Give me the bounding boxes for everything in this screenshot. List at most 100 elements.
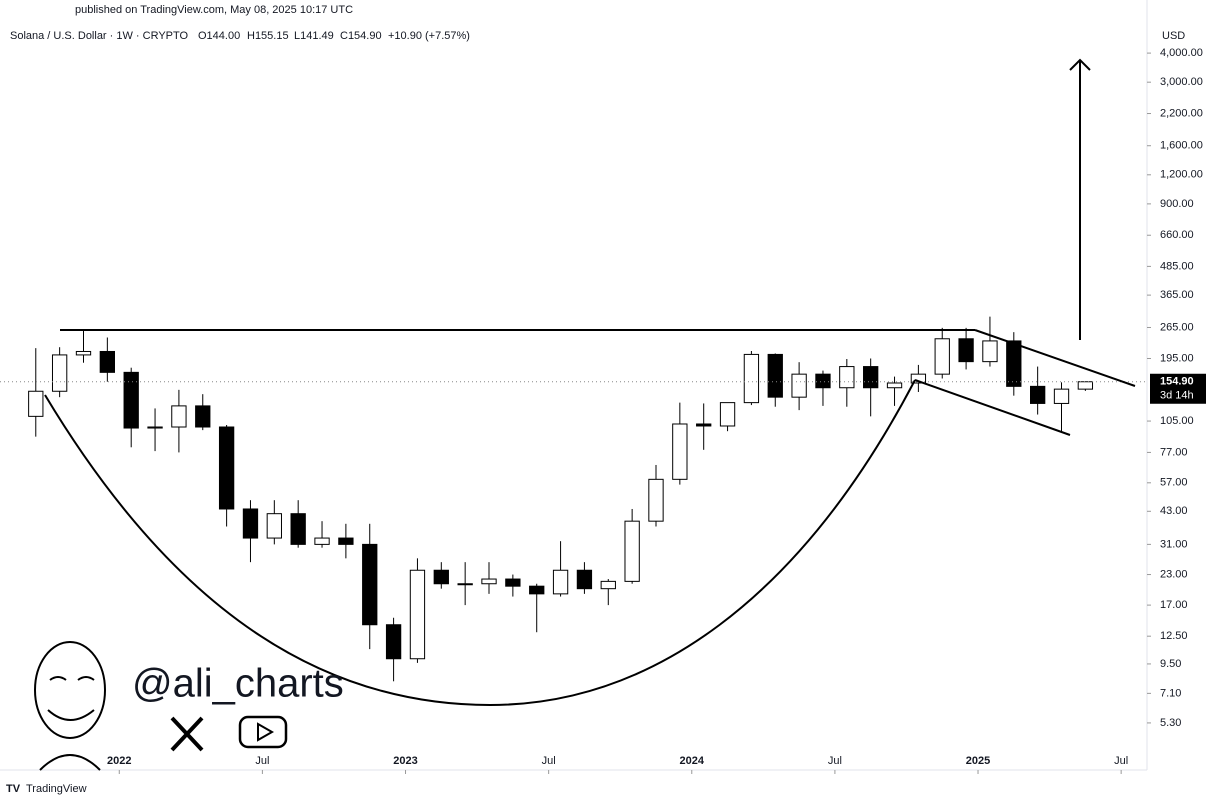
candle-body [767, 353, 783, 398]
play-icon [257, 722, 275, 742]
candle-body [147, 426, 163, 429]
candle-body [123, 371, 139, 429]
y-tick-label: 265.00 [1160, 321, 1194, 333]
x-tick-label: Jul [542, 755, 556, 767]
candle-body [982, 340, 998, 363]
candle-body [481, 578, 497, 585]
candle-body [743, 353, 760, 404]
y-tick-label: 195.00 [1160, 352, 1194, 364]
candle-body [218, 426, 235, 510]
candle-body [696, 423, 712, 427]
candle-body [385, 624, 402, 660]
y-tick-label: 31.00 [1160, 538, 1188, 550]
candle-body [409, 569, 426, 660]
candle-body [99, 350, 115, 373]
y-tick-label: 365.00 [1160, 289, 1194, 301]
y-tick-label: 17.00 [1160, 599, 1188, 611]
candle-body [672, 423, 688, 480]
candle-body [1053, 388, 1070, 404]
price-tag [1150, 373, 1206, 404]
candle-body [552, 569, 569, 595]
y-tick-label: 5.30 [1160, 717, 1181, 729]
arrow-head [1069, 58, 1091, 71]
candle-body [529, 585, 545, 595]
candle-body [338, 537, 354, 545]
candle-body [28, 390, 44, 417]
countdown: 3d 14h [1160, 390, 1194, 402]
x-tick-label: 2025 [966, 755, 990, 767]
y-tick-label: 12.50 [1160, 630, 1188, 642]
close: C154.90 [340, 30, 382, 42]
candle-body [1077, 381, 1094, 390]
y-tick-label: 900.00 [1160, 198, 1194, 210]
y-tick-label: 1,600.00 [1160, 140, 1203, 152]
y-tick-label: 3,000.00 [1160, 76, 1203, 88]
candle-body [648, 478, 664, 522]
candle-body [815, 373, 831, 389]
handle-bottom [914, 379, 1071, 436]
y-tick-label: 23.00 [1160, 568, 1188, 580]
candle-body [433, 569, 449, 585]
y-tick-label: 485.00 [1160, 260, 1194, 272]
candle-body [242, 508, 259, 539]
logo: TV [6, 783, 21, 795]
avatar [34, 641, 106, 771]
x-tick-label: 2024 [680, 755, 705, 767]
x-icon [170, 716, 204, 752]
candle-body [266, 513, 282, 539]
candle-body [457, 583, 473, 586]
candle-body [195, 405, 211, 428]
y-tick-label: 57.00 [1160, 477, 1188, 489]
candle-body [958, 338, 974, 363]
y-tick-label: 660.00 [1160, 229, 1194, 241]
y-tick-label: 43.00 [1160, 505, 1188, 517]
y-tick-label: 1,200.00 [1160, 169, 1203, 181]
legend-row: Solana / U.S. Dollar · 1W · CRYPTO O144.… [10, 30, 470, 42]
candle-body [362, 543, 378, 626]
y-tick-label: 105.00 [1160, 415, 1194, 427]
high: H155.15 [247, 30, 289, 42]
y-tick-label: 77.00 [1160, 446, 1188, 458]
y-tick-label: 2,200.00 [1160, 107, 1203, 119]
candle-body [51, 354, 68, 392]
low: L141.49 [294, 30, 334, 42]
x-tick-label: 2023 [393, 755, 417, 767]
y-tick-label: 4,000.00 [1160, 47, 1203, 59]
pattern-drawing [44, 58, 1136, 707]
cup-curve [44, 379, 916, 707]
candle-body [600, 580, 616, 590]
candle-body [839, 366, 855, 389]
candle-body [505, 578, 521, 587]
plot: 4,000.00 3,000.00 2,200.00 1,600.00 1,200.00… [0, 0, 1206, 774]
candle-body [791, 373, 807, 398]
candle-body [624, 520, 640, 582]
candle-body [910, 373, 927, 384]
price-tag-label: 154.90 [1160, 376, 1194, 388]
x-tick-label: Jul [828, 755, 842, 767]
watermark: @ali_charts [34, 641, 344, 771]
y-tick-label: 9.50 [1160, 658, 1181, 670]
change: +10.90 (+7.57%) [388, 30, 470, 42]
candle-body [1030, 385, 1046, 404]
candle-body [886, 382, 903, 389]
candle-body [719, 402, 736, 427]
candle-body [863, 366, 879, 389]
currency: USD [1162, 30, 1185, 42]
published-note: published on TradingView.com, May 08, 20… [75, 4, 353, 16]
candle-body [290, 513, 306, 545]
candle-body [1006, 340, 1022, 387]
candle-body [576, 569, 593, 590]
youtube-icon [238, 715, 288, 749]
handle: @ali_charts [132, 662, 344, 706]
symbol: Solana / U.S. Dollar · 1W · CRYPTO [10, 30, 189, 42]
handle-top [974, 329, 1136, 387]
candle-body [75, 350, 92, 356]
open: O144.00 [198, 30, 240, 42]
x-tick-label: Jul [1114, 755, 1128, 767]
x-tick-label: 2022 [107, 755, 131, 767]
x-tick-label: Jul [255, 755, 269, 767]
brand: TradingView [26, 783, 87, 795]
candle-body [314, 537, 330, 545]
